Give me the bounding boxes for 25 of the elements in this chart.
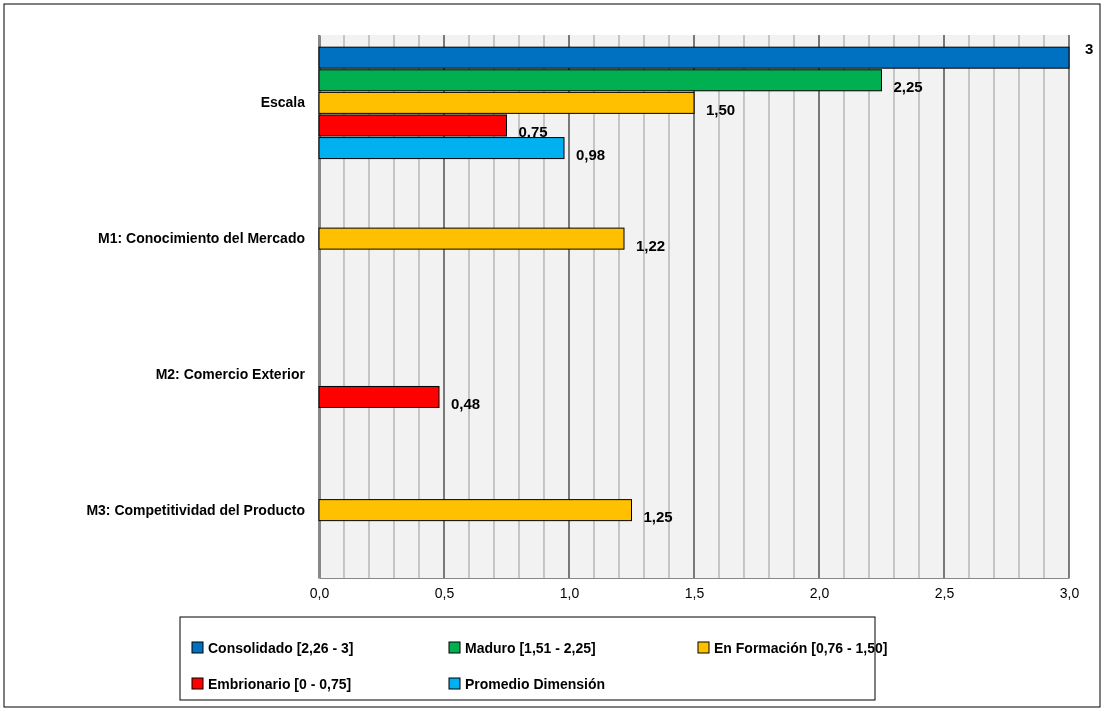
x-tick-label: 2,5 [934, 584, 955, 601]
x-tick-label: 2,0 [809, 584, 830, 601]
data-label: 1,22 [636, 236, 666, 254]
data-label: 2,25 [893, 78, 923, 96]
data-label: 3 [1085, 39, 1094, 57]
legend-label: Consolidado [2,26 - 3] [208, 640, 354, 656]
data-label: 0,75 [518, 123, 548, 141]
data-label: 0,98 [576, 146, 606, 164]
data-label: 0,48 [451, 394, 481, 412]
legend-label: Maduro [1,51 - 2,25] [465, 640, 596, 656]
x-tick-label: 1,0 [559, 584, 580, 601]
y-tick-label: Escala [260, 94, 306, 111]
legend-label: En Formación [0,76 - 1,50] [714, 640, 888, 656]
y-tick-label: M1: Conocimiento del Mercado [98, 230, 305, 247]
legend-label: Embrionario [0 - 0,75] [208, 676, 352, 692]
data-label: 1,25 [643, 508, 673, 526]
x-tick-label: 0,0 [309, 584, 330, 601]
y-tick-label: M2: Comercio Exterior [155, 365, 306, 382]
x-tick-label: 3,0 [1059, 584, 1080, 601]
bar [318, 385, 440, 408]
legend-label: Promedio Dimensión [465, 676, 606, 692]
y-tick-label: M3: Competitividad del Producto [86, 501, 305, 518]
x-tick-label: 1,5 [684, 584, 705, 601]
data-label: 1,50 [706, 100, 736, 118]
x-tick-label: 0,5 [434, 584, 455, 601]
